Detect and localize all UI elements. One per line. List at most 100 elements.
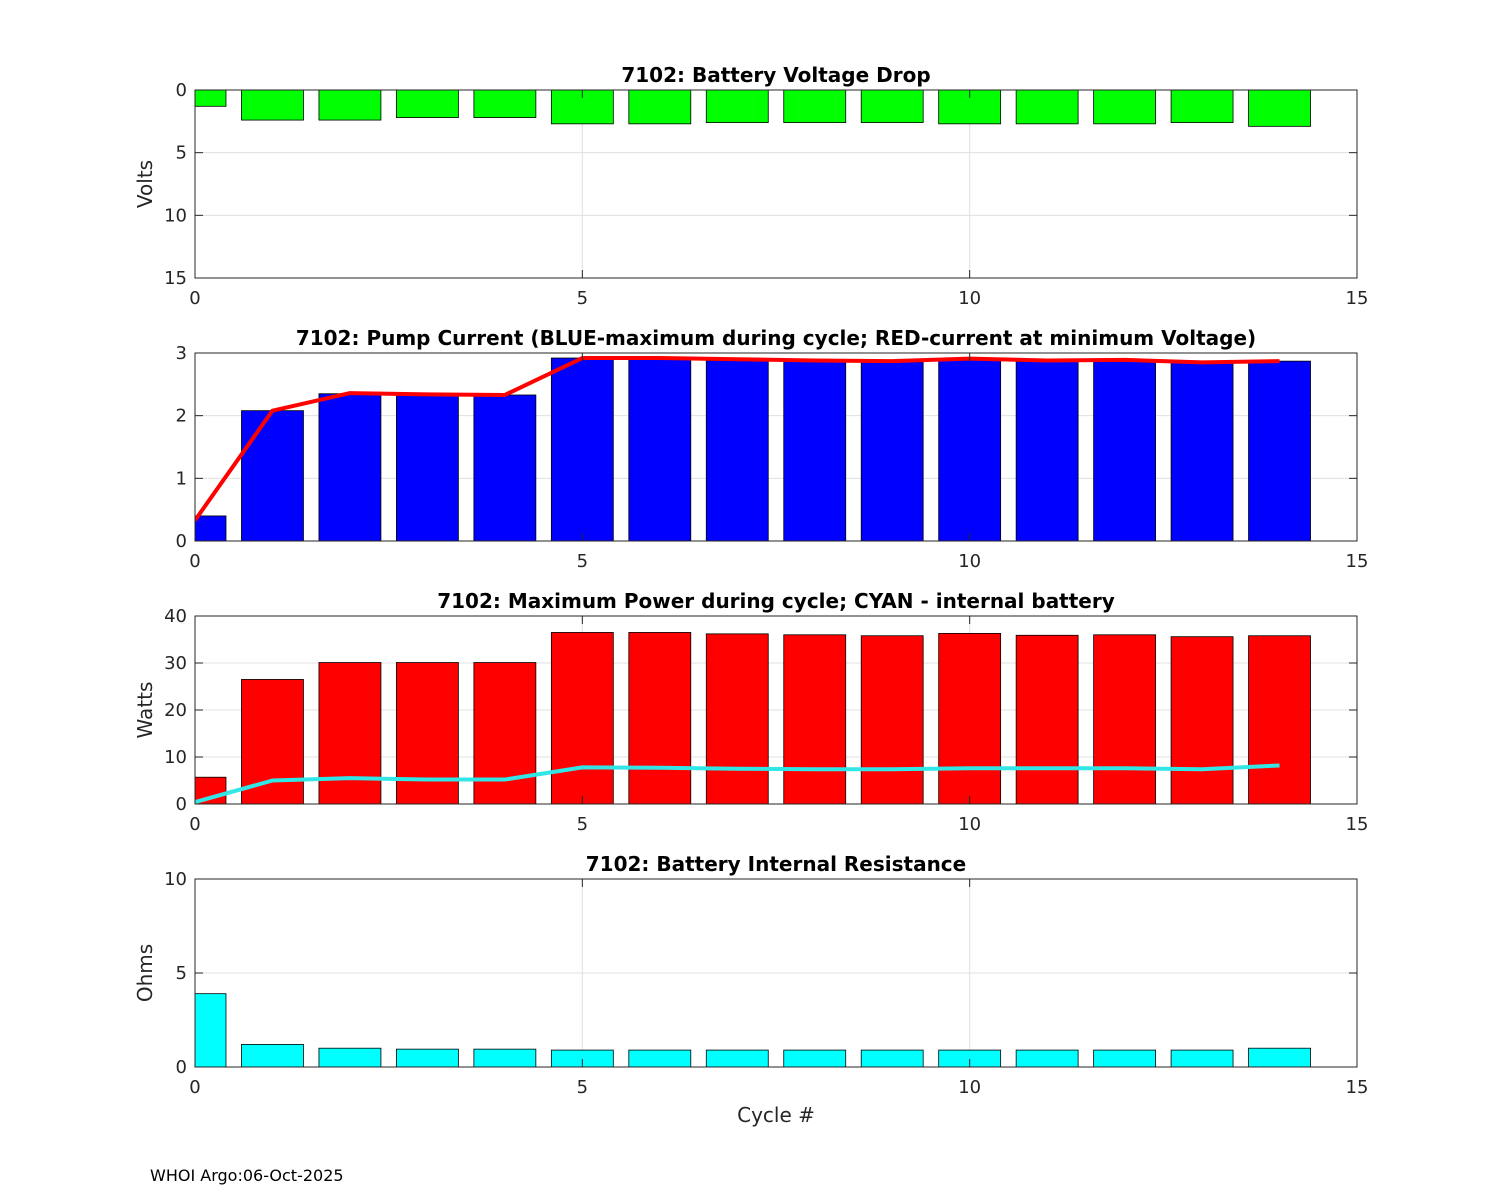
bar-cycle-14	[1248, 90, 1311, 127]
bar-cycle-8	[783, 90, 847, 123]
bar-cycle-3	[396, 90, 459, 118]
bar-series	[195, 993, 1311, 1067]
x-tick-label: 10	[958, 551, 981, 572]
x-tick-label: 15	[1346, 814, 1369, 835]
bar-cycle-7	[705, 90, 769, 123]
bar-cycle-10	[938, 632, 1002, 804]
bar-cycle-2	[318, 1047, 382, 1067]
bar-cycle-13	[1170, 636, 1234, 804]
y-tick-label: 10	[164, 869, 187, 890]
bar-cycle-6	[628, 90, 692, 125]
x-tick-label: 5	[577, 551, 588, 572]
plot-area	[195, 90, 1357, 278]
bar-cycle-12	[1093, 1049, 1156, 1067]
bar-cycle-9	[860, 1049, 924, 1067]
bar-cycle-14	[1248, 635, 1311, 804]
bar-cycle-7	[705, 633, 769, 804]
x-axis-label: Cycle #	[737, 1103, 815, 1127]
bar-cycle-9	[860, 635, 924, 804]
bar-cycle-10	[938, 358, 1002, 541]
bar-cycle-4	[473, 90, 537, 118]
x-tick-label: 15	[1346, 551, 1369, 572]
y-tick-label: 5	[176, 143, 187, 164]
y-tick-label: 40	[164, 606, 187, 627]
y-tick-label: 10	[164, 747, 187, 768]
y-tick-label: 0	[176, 531, 187, 552]
bar-cycle-3	[396, 394, 459, 541]
bar-cycle-2	[318, 393, 382, 541]
y-tick-label: 30	[164, 653, 187, 674]
bar-cycle-8	[783, 360, 847, 541]
chart-title: 7102: Battery Internal Resistance	[586, 852, 966, 876]
y-tick-label: 0	[176, 80, 187, 101]
bar-cycle-0	[195, 515, 227, 541]
y-axis-label: Watts	[133, 682, 157, 739]
bar-cycle-6	[628, 357, 692, 541]
line-series	[195, 763, 1280, 804]
x-tick-label: 0	[189, 814, 200, 835]
bar-cycle-1	[241, 90, 304, 121]
footer-credit: WHOI Argo:06-Oct-2025	[150, 1166, 344, 1185]
chart-title: 7102: Battery Voltage Drop	[621, 63, 930, 87]
x-tick-label: 5	[577, 1077, 588, 1098]
y-tick-label: 10	[164, 205, 187, 226]
bar-cycle-0	[195, 993, 227, 1067]
chart-panel-4: 0 5 10 15 0 5 10 7102: Battery Internal Resista…	[133, 852, 1368, 1127]
y-tick-label: 20	[164, 700, 187, 721]
bar-cycle-3	[396, 1048, 459, 1067]
x-tick-label: 10	[958, 814, 981, 835]
bar-cycle-6	[628, 1049, 692, 1067]
bar-cycle-11	[1015, 634, 1079, 804]
chart-panel-3: 0 5 10 15 0 10 20 30 40 7102: Maximum Power durin…	[133, 589, 1368, 835]
bar-cycle-4	[473, 1048, 537, 1067]
y-tick-label: 5	[176, 963, 187, 984]
bar-cycle-5	[550, 632, 614, 804]
y-tick-label: 15	[164, 268, 187, 289]
bar-cycle-12	[1093, 360, 1156, 541]
axes-box	[194, 89, 1358, 279]
bar-cycle-13	[1170, 1049, 1234, 1067]
bar-cycle-7	[705, 1049, 769, 1067]
x-tick-label: 15	[1346, 288, 1369, 309]
bar-cycle-2	[318, 90, 382, 121]
y-tick-label: 1	[176, 468, 187, 489]
axes-box	[194, 352, 1358, 542]
bar-cycle-5	[550, 357, 614, 541]
chart-title: 7102: Maximum Power during cycle; CYAN -…	[437, 589, 1115, 613]
bar-cycle-11	[1015, 1049, 1079, 1067]
bar-cycle-14	[1248, 360, 1311, 541]
bar-cycle-2	[318, 662, 382, 804]
x-tick-label: 10	[958, 288, 981, 309]
bar-cycle-12	[1093, 634, 1156, 804]
y-tick-label: 0	[176, 794, 187, 815]
x-tick-label: 0	[189, 288, 200, 309]
bar-cycle-11	[1015, 360, 1079, 541]
bar-cycle-4	[473, 394, 537, 541]
bar-series	[195, 632, 1311, 804]
bar-cycle-1	[241, 410, 304, 541]
x-tick-label: 5	[577, 288, 588, 309]
y-tick-label: 2	[176, 406, 187, 427]
y-tick-label: 3	[176, 343, 187, 364]
bar-cycle-3	[396, 662, 459, 804]
bar-cycle-0	[195, 90, 227, 107]
chart-panel-2: 0 5 10 15 0 1 2 3 7102: Pump Current (BLUE-maxim…	[176, 326, 1369, 572]
x-tick-label: 0	[189, 1077, 200, 1098]
x-tick-label: 5	[577, 814, 588, 835]
bar-cycle-9	[860, 90, 924, 123]
x-tick-label: 0	[189, 551, 200, 572]
bar-cycle-7	[705, 360, 769, 541]
bar-cycle-8	[783, 1049, 847, 1067]
bar-cycle-12	[1093, 90, 1156, 125]
bar-cycle-4	[473, 662, 537, 804]
plot-area	[195, 353, 1357, 541]
bar-cycle-9	[860, 361, 924, 541]
x-tick-label: 10	[958, 1077, 981, 1098]
bar-cycle-1	[241, 679, 304, 804]
bar-cycle-11	[1015, 90, 1079, 125]
bar-cycle-8	[783, 634, 847, 804]
bar-cycle-13	[1170, 90, 1234, 123]
y-axis-label: Ohms	[133, 944, 157, 1002]
